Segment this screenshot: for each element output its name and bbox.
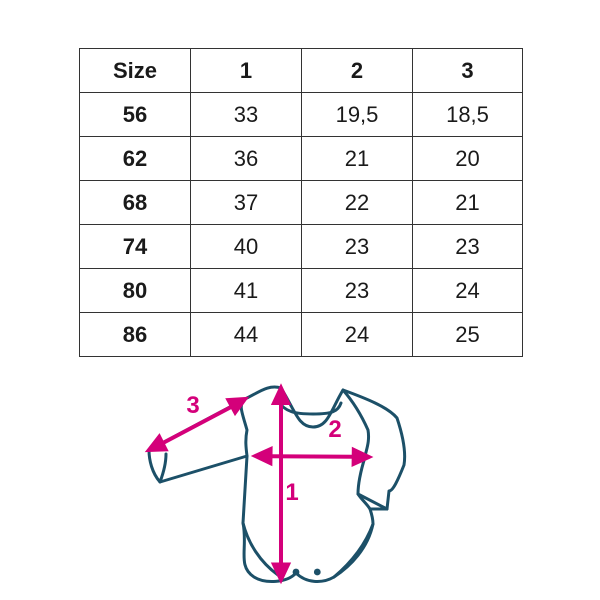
svg-text:1: 1 — [285, 479, 298, 506]
svg-text:3: 3 — [186, 392, 199, 419]
svg-text:2: 2 — [328, 416, 341, 443]
